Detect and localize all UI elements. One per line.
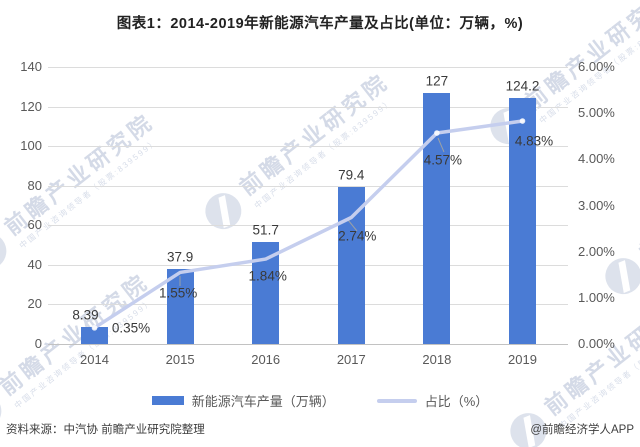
bar-value-label: 124.2 xyxy=(505,78,540,94)
y-axis-right-tick: 6.00% xyxy=(578,59,615,74)
y-axis-left-tick: 60 xyxy=(27,217,42,233)
bar-2015 xyxy=(166,269,194,344)
bar-value-label: 79.4 xyxy=(338,167,365,183)
legend-bar-label: 新能源汽车产量（万辆） xyxy=(191,394,335,409)
legend-line-label: 占比（%） xyxy=(424,394,489,409)
bar-value-label: 8.39 xyxy=(72,307,99,323)
credit-note: @前瞻经济学人APP xyxy=(530,424,634,436)
gridline xyxy=(48,185,568,187)
x-axis-tick: 2016 xyxy=(251,352,281,367)
legend-line-swatch xyxy=(376,398,417,403)
watermark-subtext: 中国产业咨询领导者（股票:839599） xyxy=(252,96,395,211)
bar-value-label: 127 xyxy=(425,73,449,89)
y-axis-right-tick: 1.00% xyxy=(578,289,615,305)
x-axis-tick: 2014 xyxy=(80,352,109,367)
x-axis-tick: 2019 xyxy=(508,352,537,367)
bar-value-label: 51.7 xyxy=(252,222,279,238)
line-value-label: 2.74% xyxy=(338,228,377,244)
y-axis-left-tick: 80 xyxy=(27,177,42,193)
line-value-label: 1.84% xyxy=(248,268,287,284)
line-value-label: 4.57% xyxy=(423,152,463,168)
watermark-text: 前瞻产业研究院 xyxy=(234,68,394,201)
y-axis-right-tick: 0.00% xyxy=(578,336,615,351)
source-note: 资料来源：中汽协 前瞻产业研究院整理 xyxy=(6,424,205,436)
gridline xyxy=(48,106,568,108)
legend: 新能源汽车产量（万辆） 占比（%） xyxy=(0,391,640,410)
line-value-label: 0.35% xyxy=(111,320,151,336)
x-axis-tick: 2015 xyxy=(165,352,195,367)
y-axis-right-tick: 3.00% xyxy=(578,197,615,213)
bar-2017 xyxy=(337,186,365,344)
x-axis-tick: 2018 xyxy=(422,352,452,367)
bar-2014 xyxy=(81,327,108,344)
gridline xyxy=(48,146,568,148)
bar-2016 xyxy=(252,241,280,344)
bar-2018 xyxy=(423,92,451,344)
chart-title: 图表1：2014-2019年新能源汽车产量及占比(单位：万辆，%) xyxy=(116,16,524,32)
y-axis-left-tick: 40 xyxy=(27,256,42,272)
bar-value-label: 37.9 xyxy=(166,249,194,265)
y-axis-right-tick: 5.00% xyxy=(578,105,615,121)
legend-bar-swatch xyxy=(151,396,184,405)
gridline xyxy=(48,225,568,227)
qianzhan-logo-icon xyxy=(198,185,249,237)
gridline xyxy=(48,264,568,266)
line-value-label: 4.83% xyxy=(514,133,554,149)
watermark-subtext: 中国产业咨询领导者（股票:839599） xyxy=(557,316,640,431)
y-axis-left-tick: 100 xyxy=(20,138,42,154)
y-axis-left-tick: 20 xyxy=(27,296,42,312)
x-axis-line xyxy=(48,344,568,345)
y-axis-left-tick: 120 xyxy=(20,98,42,114)
line-value-label: 1.55% xyxy=(158,285,198,301)
y-axis-right-tick: 4.00% xyxy=(578,151,615,167)
watermark: 前瞻产业研究院 中国产业咨询领导者（股票:839599） xyxy=(196,64,403,239)
gridline xyxy=(48,304,568,306)
y-axis-left-tick: 140 xyxy=(20,59,42,74)
y-axis-right-tick: 2.00% xyxy=(578,243,615,259)
y-axis-left-tick: 0 xyxy=(34,336,42,351)
gridline xyxy=(48,67,568,68)
x-axis-tick: 2017 xyxy=(336,352,366,367)
